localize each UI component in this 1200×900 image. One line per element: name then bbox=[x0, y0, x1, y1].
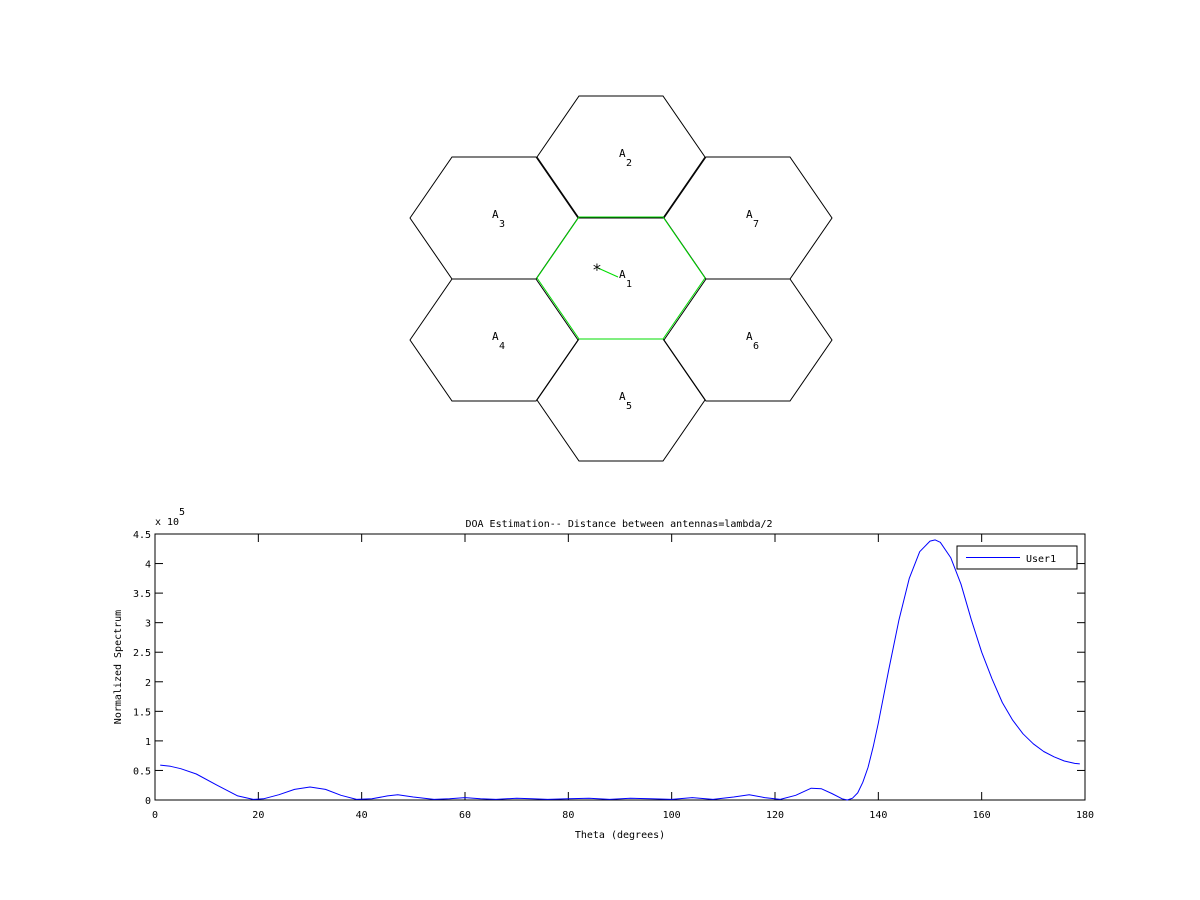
x-tick-label: 60 bbox=[459, 810, 471, 821]
cell-label-a1: A bbox=[619, 268, 626, 281]
series-line-user1 bbox=[160, 539, 1080, 801]
doa-spectrum-chart: DOA Estimation-- Distance between antenn… bbox=[113, 507, 1094, 841]
cell-label-sub-a6: 6 bbox=[753, 341, 759, 352]
plot-area bbox=[154, 533, 1086, 801]
cell-label-sub-a2: 2 bbox=[626, 158, 632, 169]
x-tick-label: 0 bbox=[152, 810, 158, 821]
x-axis-ticks: 0 20 40 60 80 100 120 140 160 180 bbox=[152, 534, 1094, 821]
y-tick-label: 0.5 bbox=[133, 766, 151, 777]
cell-label-sub-a4: 4 bbox=[499, 341, 505, 352]
cell-hexagon-a2 bbox=[536, 95, 706, 219]
y-tick-label: 0 bbox=[145, 796, 151, 807]
cell-label-a7: A bbox=[746, 208, 753, 221]
y-multiplier-label: x 10 bbox=[155, 517, 179, 528]
y-axis-label: Normalized Spectrum bbox=[113, 610, 124, 724]
cell-hexagon-a7 bbox=[663, 156, 833, 280]
y-multiplier-exponent: 5 bbox=[179, 507, 185, 518]
chart-title: DOA Estimation-- Distance between antenn… bbox=[465, 519, 772, 530]
x-tick-label: 80 bbox=[562, 810, 574, 821]
y-tick-label: 3 bbox=[145, 619, 151, 630]
x-tick-label: 100 bbox=[663, 810, 681, 821]
cell-label-sub-a7: 7 bbox=[753, 219, 759, 230]
cell-hexagon-a1 bbox=[536, 216, 706, 340]
cell-label-a3: A bbox=[492, 208, 499, 221]
y-tick-label: 2.5 bbox=[133, 648, 151, 659]
y-tick-label: 3.5 bbox=[133, 589, 151, 600]
x-tick-label: 180 bbox=[1076, 810, 1094, 821]
cell-label-sub-a3: 3 bbox=[499, 219, 505, 230]
x-tick-label: 140 bbox=[869, 810, 887, 821]
y-tick-label: 4 bbox=[145, 560, 151, 571]
legend-label-user1: User1 bbox=[1026, 554, 1056, 565]
y-tick-label: 1.5 bbox=[133, 707, 151, 718]
y-axis-ticks: 0 0.5 1 1.5 2 2.5 3 3.5 4 4.5 bbox=[133, 530, 1085, 807]
x-tick-label: 120 bbox=[766, 810, 784, 821]
cell-label-a4: A bbox=[492, 330, 499, 343]
y-tick-label: 2 bbox=[145, 678, 151, 689]
user-marker: * bbox=[592, 260, 602, 279]
cell-label-sub-a1: 1 bbox=[626, 279, 632, 290]
x-tick-label: 40 bbox=[356, 810, 368, 821]
cell-label-sub-a5: 5 bbox=[626, 401, 632, 412]
x-tick-label: 160 bbox=[973, 810, 991, 821]
series-layer bbox=[160, 539, 1080, 801]
legend: User1 bbox=[956, 545, 1078, 570]
cell-label-a5: A bbox=[619, 390, 626, 403]
y-tick-label: 1 bbox=[145, 737, 151, 748]
cell-label-a2: A bbox=[619, 147, 626, 160]
user-link-line bbox=[597, 267, 619, 278]
cell-label-a6: A bbox=[746, 330, 753, 343]
y-tick-label: 4.5 bbox=[133, 530, 151, 541]
x-tick-label: 20 bbox=[252, 810, 264, 821]
x-axis-label: Theta (degrees) bbox=[575, 830, 665, 841]
